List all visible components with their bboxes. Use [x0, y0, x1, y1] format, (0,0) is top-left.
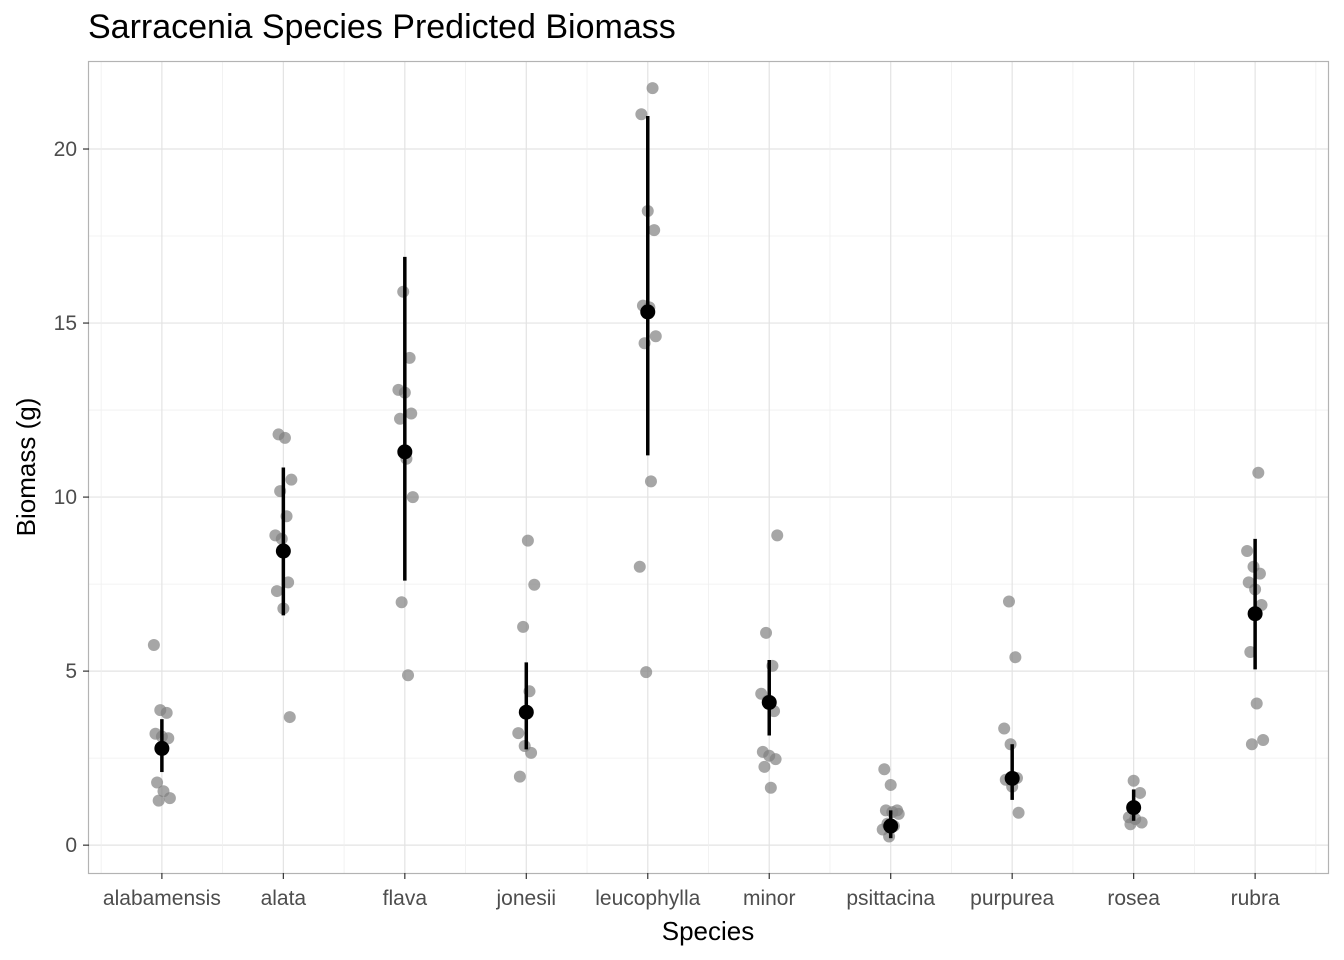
data-point	[648, 224, 661, 237]
data-point	[1002, 595, 1015, 608]
chart-title: Sarracenia Species Predicted Biomass	[88, 8, 676, 46]
mean-point	[518, 704, 534, 720]
data-point	[283, 711, 296, 724]
grid-layer	[89, 62, 1328, 873]
data-point	[402, 669, 415, 682]
mean-point	[1126, 800, 1142, 816]
mean-point	[1004, 770, 1020, 786]
data-point	[771, 529, 784, 542]
x-tick-label: purpurea	[970, 887, 1054, 910]
data-point	[1250, 697, 1263, 710]
mean-point	[761, 694, 777, 710]
mean-point	[1247, 606, 1263, 622]
data-point	[528, 578, 541, 591]
x-tick-label: rubra	[1231, 887, 1280, 910]
x-tick-label: alata	[261, 887, 307, 910]
data-point	[633, 560, 646, 573]
data-point	[760, 626, 773, 639]
mean-point	[883, 818, 899, 834]
data-point	[758, 760, 771, 773]
data-point	[405, 407, 418, 420]
y-tick-label: 5	[65, 660, 77, 683]
y-tick-label: 0	[65, 834, 77, 857]
data-point	[1012, 806, 1025, 819]
data-point	[152, 794, 165, 807]
data-point	[270, 585, 283, 598]
y-axis-title: Biomass (g)	[11, 398, 41, 537]
x-axis-title: Species	[662, 916, 755, 946]
x-tick-label: alabamensis	[103, 887, 221, 910]
data-point	[278, 431, 291, 444]
axis-layer: 0 5 10 15 20 alabamensis alata flava jonesii leuc…	[54, 138, 1280, 910]
mean-point	[640, 304, 656, 320]
summary-layer	[154, 115, 1263, 839]
y-tick-label: 20	[54, 138, 77, 161]
x-tick-label: minor	[743, 887, 796, 910]
data-point	[147, 639, 160, 652]
data-point	[646, 82, 659, 95]
data-point	[1253, 567, 1266, 580]
data-point	[282, 576, 295, 589]
data-point	[151, 776, 164, 789]
data-point	[395, 596, 408, 609]
x-tick-label: flava	[383, 887, 428, 910]
data-point	[513, 770, 526, 783]
data-point	[1134, 786, 1147, 799]
data-point	[640, 666, 653, 679]
x-tick-label: psittacina	[846, 887, 935, 910]
data-point	[769, 753, 782, 766]
data-point	[1252, 466, 1265, 479]
y-tick-label: 15	[54, 312, 77, 335]
data-point	[635, 108, 648, 121]
x-tick-label: jonesii	[496, 887, 557, 910]
data-point	[644, 475, 657, 488]
data-point	[892, 807, 905, 820]
panel-border	[87, 60, 1330, 875]
data-point	[884, 778, 897, 791]
data-point	[285, 473, 298, 486]
mean-point	[275, 543, 291, 559]
data-point	[1009, 651, 1022, 664]
data-point	[1257, 734, 1270, 747]
data-point	[764, 781, 777, 794]
x-tick-label: rosea	[1107, 887, 1160, 910]
data-point	[525, 746, 538, 759]
data-point	[998, 722, 1011, 735]
data-point	[521, 534, 534, 547]
mean-point	[397, 444, 413, 460]
data-point	[406, 491, 419, 504]
data-point	[1135, 816, 1148, 829]
data-point	[394, 412, 407, 425]
data-point	[1241, 545, 1254, 558]
data-point	[1245, 738, 1258, 751]
data-point	[162, 732, 175, 745]
data-point	[163, 792, 176, 805]
data-point	[878, 763, 891, 776]
data-point	[649, 330, 662, 343]
data-point	[403, 351, 416, 364]
mean-point	[154, 740, 170, 756]
y-tick-label: 10	[54, 486, 77, 509]
data-point	[1244, 645, 1257, 658]
data-point	[1127, 774, 1140, 787]
data-point	[160, 706, 173, 719]
data-point	[517, 620, 530, 633]
x-tick-label: leucophylla	[595, 887, 700, 910]
data-point	[1124, 818, 1137, 831]
data-point	[512, 727, 525, 740]
